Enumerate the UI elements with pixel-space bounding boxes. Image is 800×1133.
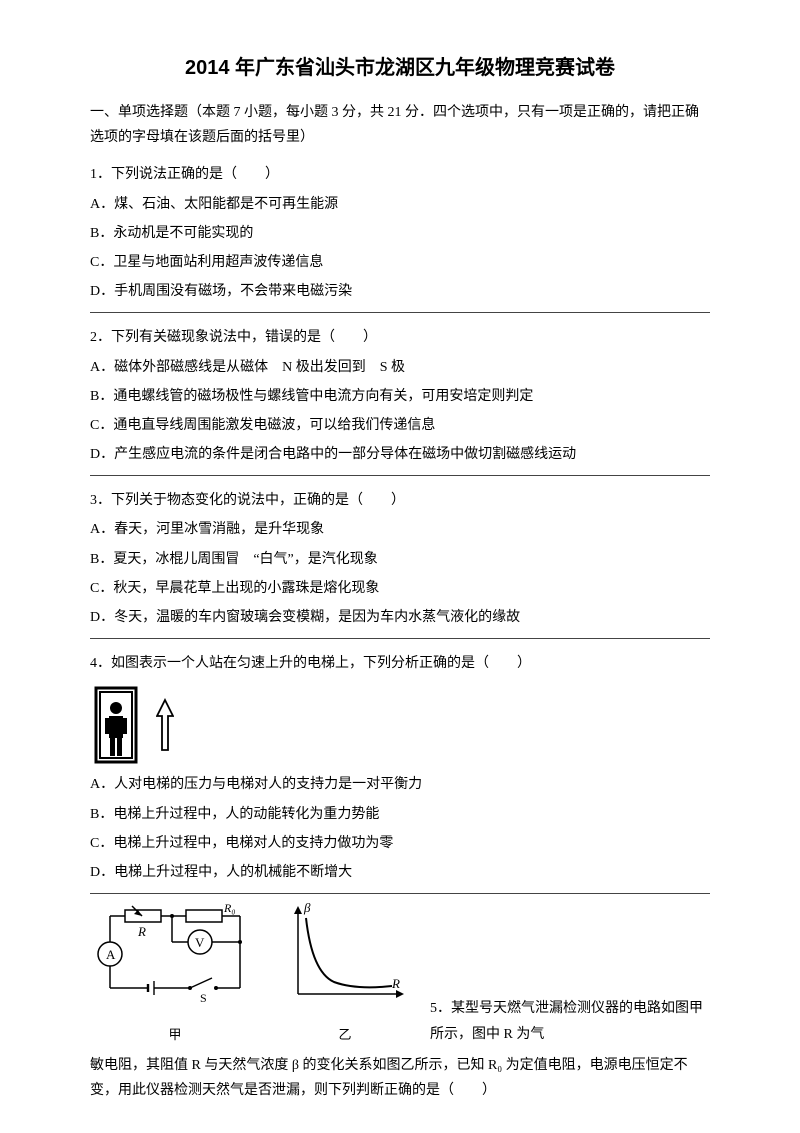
arrow-up-icon <box>156 698 174 752</box>
page-title: 2014 年广东省汕头市龙湖区九年级物理竞赛试卷 <box>90 50 710 86</box>
caption-yi: 乙 <box>282 1023 408 1046</box>
divider <box>90 893 710 894</box>
ylabel: β <box>303 902 311 915</box>
q2-opt-a: A．磁体外部磁感线是从磁体 N 极出发回到 S 极 <box>90 355 710 380</box>
q5-stem-tail: 敏电阻，其阻值 R 与天然气浓度 β 的变化关系如图乙所示，已知 R₀ 为定值电… <box>90 1053 710 1103</box>
xlabel: R <box>391 976 400 991</box>
q4-figure <box>94 686 710 764</box>
q3-opt-c: C．秋天，早晨花草上出现的小露珠是熔化现象 <box>90 576 710 601</box>
q2-opt-b: B．通电螺线管的磁场极性与螺线管中电流方向有关，可用安培定则判定 <box>90 384 710 409</box>
q3-opt-a: A．春天，河里冰雪消融，是升华现象 <box>90 517 710 542</box>
divider <box>90 638 710 639</box>
circuit-diagram: S R R₀ A V <box>90 902 260 1012</box>
q5-figure-row: S R R₀ A V 甲 β <box>90 902 710 1047</box>
q4-opt-c: C．电梯上升过程中，电梯对人的支持力做功为零 <box>90 831 710 856</box>
elevator-icon <box>94 686 138 764</box>
q4-stem: 4．如图表示一个人站在匀速上升的电梯上，下列分析正确的是（ ） <box>90 651 710 676</box>
q1-opt-c: C．卫星与地面站利用超声波传递信息 <box>90 250 710 275</box>
q3-stem: 3．下列关于物态变化的说法中，正确的是（ ） <box>90 488 710 513</box>
q4-opt-d: D．电梯上升过程中，人的机械能不断增大 <box>90 860 710 885</box>
q2-opt-d: D．产生感应电流的条件是闭合电路中的一部分导体在磁场中做切割磁感线运动 <box>90 442 710 467</box>
q2-opt-c: C．通电直导线周围能激发电磁波，可以给我们传递信息 <box>90 413 710 438</box>
q1-opt-d: D．手机周围没有磁场，不会带来电磁污染 <box>90 279 710 304</box>
q1-stem: 1．下列说法正确的是（ ） <box>90 162 710 187</box>
ammeter-label: A <box>106 947 116 962</box>
caption-jia: 甲 <box>90 1023 260 1046</box>
r-label: R <box>137 924 146 939</box>
voltmeter-label: V <box>195 935 205 950</box>
q4-opt-a: A．人对电梯的压力与电梯对人的支持力是一对平衡力 <box>90 772 710 797</box>
divider <box>90 312 710 313</box>
section-intro: 一、单项选择题（本题 7 小题，每小题 3 分，共 21 分．四个选项中，只有一… <box>90 100 710 150</box>
divider <box>90 475 710 476</box>
q1-opt-a: A．煤、石油、太阳能都是不可再生能源 <box>90 192 710 217</box>
r0-label: R₀ <box>223 902 236 915</box>
q4-opt-b: B．电梯上升过程中，人的动能转化为重力势能 <box>90 802 710 827</box>
q3-opt-d: D．冬天，温暖的车内窗玻璃会变模糊，是因为车内水蒸气液化的缘故 <box>90 605 710 630</box>
switch-label: S <box>200 991 207 1005</box>
q2-stem: 2．下列有关磁现象说法中，错误的是（ ） <box>90 325 710 350</box>
q3-opt-b: B．夏天，冰棍儿周围冒 “白气”，是汽化现象 <box>90 547 710 572</box>
q5-stem-inline: 5．某型号天燃气泄漏检测仪器的电路如图甲所示，图中 R 为气 <box>430 996 710 1046</box>
q1-opt-b: B．永动机是不可能实现的 <box>90 221 710 246</box>
beta-r-graph: β R <box>282 902 408 1012</box>
